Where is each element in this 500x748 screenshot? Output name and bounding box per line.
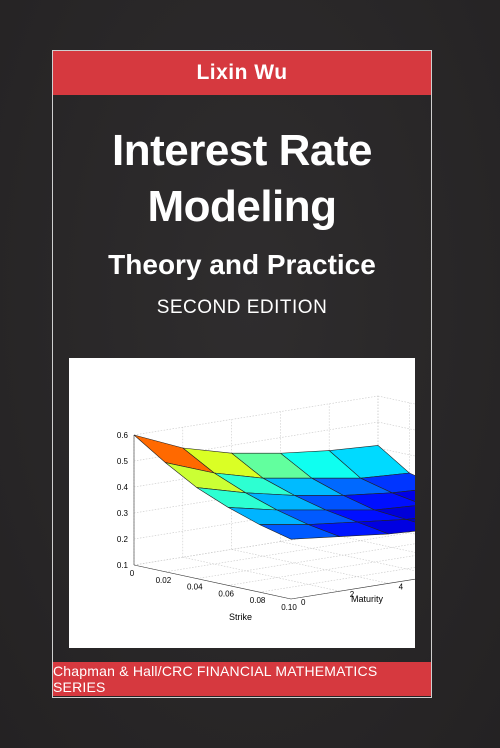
title-line-2: Modeling (147, 182, 337, 231)
author-name: Lixin Wu (196, 61, 288, 84)
side-wall-gridline (133, 525, 379, 566)
x-tick-label: 0.04 (187, 583, 203, 592)
x-tick-label: 0.08 (250, 596, 266, 605)
surface-plot: 0.1 0.2 0.3 0.4 0.5 0.6 0 0.02 0.04 0.06 0.08 0.10 0… (117, 395, 500, 622)
back-wall-gridline (377, 395, 500, 423)
surface-patch (259, 524, 340, 540)
subtitle: Theory and Practice (108, 249, 376, 280)
x-tick-label: 0.02 (156, 576, 172, 585)
floor-gridline (165, 532, 410, 573)
edition: SECOND EDITION (156, 297, 328, 318)
y-axis-label: Maturity (351, 594, 384, 604)
x-tick-label: 0.10 (281, 603, 297, 612)
z-tick-label: 0.2 (117, 535, 129, 544)
floor-gridline (259, 553, 500, 593)
x-axis-label: Strike (229, 612, 252, 622)
author-band: Lixin Wu (53, 51, 431, 95)
z-tick-label: 0.1 (117, 561, 129, 570)
z-tick-label: 0.5 (117, 457, 129, 466)
z-tick-label: 0.3 (117, 509, 129, 518)
title-line-1: Interest Rate (111, 126, 373, 175)
y-tick-label: 4 (399, 582, 404, 591)
z-tick-label: 0.4 (117, 483, 129, 492)
y-tick-label: 0 (301, 598, 306, 607)
side-wall-gridline (133, 421, 379, 462)
z-tick-label: 0.6 (117, 431, 129, 440)
series-name: Chapman & Hall/CRC FINANCIAL MATHEMATICS… (53, 663, 378, 695)
cover-frame (52, 50, 432, 698)
surface-plot-panel: 0.1 0.2 0.3 0.4 0.5 0.6 0 0.02 0.04 0.06 0.08 0.10 0… (69, 358, 500, 648)
floor-gridline (231, 549, 389, 584)
side-wall-gridline (133, 395, 379, 436)
floor-gridline (196, 539, 441, 579)
strike-axis (133, 564, 292, 600)
series-band: Chapman & Hall/CRC FINANCIAL MATHEMATICS… (53, 662, 431, 696)
floor-gridline (228, 546, 473, 586)
y-tick-label: 2 (350, 590, 355, 599)
x-tick-label: 0.06 (218, 589, 234, 598)
floor-gridline (182, 556, 340, 592)
x-tick-label: 0 (130, 569, 135, 578)
